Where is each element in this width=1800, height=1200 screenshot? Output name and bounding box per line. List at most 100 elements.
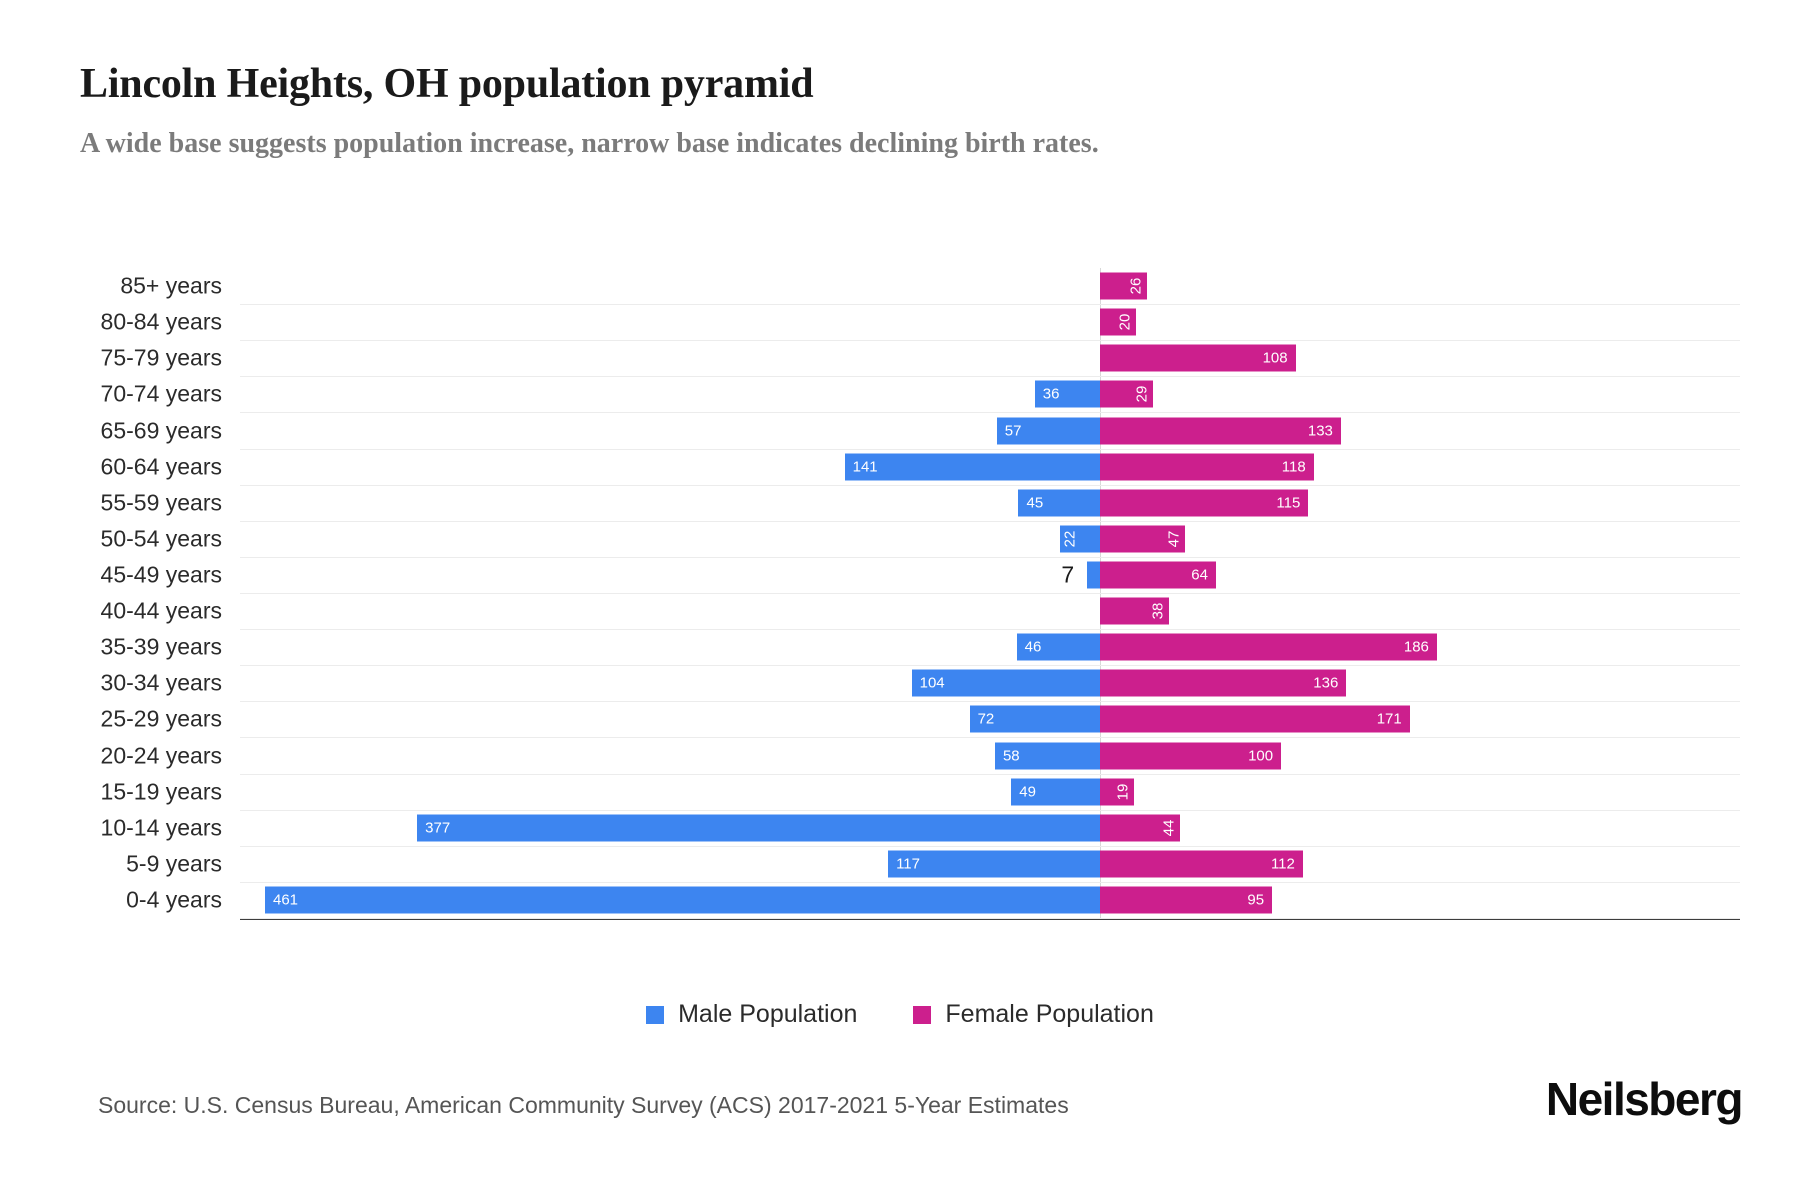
bar-female[interactable] — [1100, 814, 1180, 842]
y-axis-label: 10-14 years — [100, 814, 222, 841]
y-axis-label: 0-4 years — [126, 886, 222, 913]
bar-value-label-female: 118 — [1281, 458, 1306, 476]
legend-label: Male Population — [678, 1000, 858, 1028]
gridline — [240, 918, 1740, 919]
bar-female[interactable] — [1100, 850, 1303, 878]
bar-value-label-female: 112 — [1270, 855, 1295, 873]
bar-female[interactable] — [1100, 705, 1410, 733]
y-axis-label: 5-9 years — [126, 850, 222, 877]
bar-male[interactable] — [1018, 489, 1100, 517]
chart-legend: Male Population Female Population — [0, 1000, 1800, 1029]
legend-item-female[interactable]: Female Population — [913, 1000, 1154, 1029]
legend-swatch-icon — [913, 1005, 932, 1024]
y-axis-label: 75-79 years — [100, 344, 222, 371]
bar-value-label-male: 377 — [425, 819, 451, 837]
bar-value-label-male: 46 — [1024, 638, 1042, 656]
bar-value-label-female: 133 — [1307, 422, 1333, 439]
bar-value-label-female: 19 — [1114, 783, 1132, 800]
bar-male[interactable] — [1016, 633, 1100, 661]
bar-male[interactable] — [1060, 525, 1100, 553]
bar-value-label-male: 45 — [1026, 494, 1044, 512]
bar-value-label-male: 7 — [1061, 561, 1075, 588]
bar-value-label-male: 117 — [896, 855, 920, 873]
bar-female[interactable] — [1100, 308, 1137, 336]
bar-female[interactable] — [1100, 669, 1347, 697]
bar-value-label-female: 136 — [1313, 674, 1339, 692]
gridline — [240, 557, 1740, 558]
y-axis-label: 65-69 years — [100, 417, 222, 443]
bar-value-label-female: 47 — [1165, 530, 1183, 548]
bar-male[interactable] — [994, 742, 1100, 769]
gridline — [240, 665, 1740, 666]
bar-female[interactable] — [1100, 886, 1273, 914]
y-axis-label: 15-19 years — [100, 778, 222, 805]
bar-value-label-male: 104 — [919, 674, 945, 692]
bar-female[interactable] — [1100, 597, 1169, 625]
y-axis-label: 70-74 years — [100, 380, 222, 407]
gridline — [240, 810, 1740, 811]
bar-female[interactable] — [1100, 272, 1148, 300]
bar-female[interactable] — [1100, 561, 1216, 589]
gridline — [240, 521, 1740, 522]
gridline — [240, 412, 1740, 413]
population-pyramid-chart: 85+ years 26 80-84 years 20 75-79 years 108 70… — [101, 268, 1740, 920]
bar-value-label-male: 49 — [1019, 783, 1036, 801]
gridline — [240, 449, 1740, 450]
bar-value-label-female: 29 — [1133, 386, 1151, 403]
bar-female[interactable] — [1100, 633, 1437, 661]
y-axis-label: 55-59 years — [100, 489, 222, 516]
gridline — [240, 593, 1740, 594]
bar-value-label-female: 20 — [1116, 313, 1134, 331]
bar-male[interactable] — [996, 417, 1100, 444]
y-axis-label: 80-84 years — [100, 308, 222, 335]
bar-male[interactable] — [1011, 778, 1100, 806]
bar-male[interactable] — [844, 453, 1100, 481]
bar-male[interactable] — [911, 669, 1100, 697]
bar-value-label-female: 100 — [1248, 747, 1274, 764]
bar-value-label-female: 26 — [1127, 277, 1145, 295]
bar-male[interactable] — [888, 850, 1100, 878]
bar-female[interactable] — [1100, 453, 1314, 481]
bar-female[interactable] — [1100, 489, 1309, 517]
bar-female[interactable] — [1100, 742, 1282, 769]
bar-male[interactable] — [969, 705, 1100, 733]
legend-swatch-icon — [646, 1005, 665, 1024]
page-title: Lincoln Heights, OH population pyramid — [80, 61, 814, 107]
legend-item-male[interactable]: Male Population — [646, 1000, 857, 1029]
bar-value-label-female: 186 — [1403, 638, 1429, 656]
bar-value-label-female: 108 — [1262, 349, 1288, 367]
page-subtitle: A wide base suggests population increase… — [80, 128, 1099, 159]
bar-value-label-male: 57 — [1004, 422, 1022, 439]
bar-value-label-female: 64 — [1191, 566, 1208, 584]
bar-value-label-male: 141 — [852, 458, 878, 476]
bar-value-label-female: 115 — [1276, 494, 1301, 512]
bar-male[interactable] — [265, 886, 1100, 914]
bar-value-label-female: 44 — [1160, 819, 1178, 837]
bar-female[interactable] — [1100, 417, 1341, 444]
gridline — [240, 737, 1740, 738]
gridline — [240, 304, 1740, 305]
gridline — [240, 846, 1740, 847]
bar-female[interactable] — [1100, 778, 1135, 806]
gridline — [240, 629, 1740, 630]
bar-male[interactable] — [1034, 380, 1100, 408]
gridline — [240, 376, 1740, 377]
gridline — [240, 882, 1740, 883]
bar-female[interactable] — [1100, 344, 1296, 372]
gridline — [240, 485, 1740, 486]
bar-female[interactable] — [1100, 525, 1186, 553]
bar-male[interactable] — [417, 814, 1100, 842]
y-axis-label: 40-44 years — [100, 597, 222, 624]
bar-value-label-male: 72 — [977, 710, 995, 728]
y-axis-label: 85+ years — [120, 272, 222, 299]
legend-label: Female Population — [945, 1000, 1154, 1028]
gridline — [240, 701, 1740, 702]
gridline — [240, 774, 1740, 775]
bar-female[interactable] — [1100, 380, 1153, 408]
y-axis-label: 60-64 years — [100, 453, 222, 480]
y-axis-label: 20-24 years — [100, 742, 222, 768]
bar-male[interactable] — [1087, 561, 1100, 589]
bar-value-label-male: 22 — [1061, 530, 1079, 548]
y-axis-label: 30-34 years — [100, 669, 222, 696]
bar-value-label-female: 171 — [1376, 710, 1402, 728]
